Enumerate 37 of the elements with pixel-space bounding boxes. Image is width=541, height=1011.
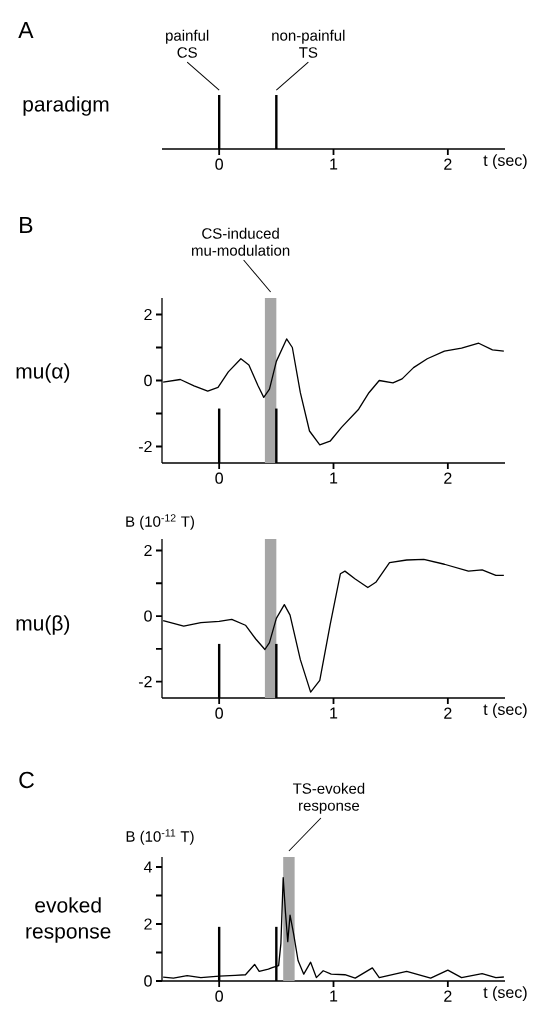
text: mu(α) bbox=[16, 363, 70, 383]
x-tick-label: 2 bbox=[444, 472, 452, 484]
y-tick-label: 2 bbox=[144, 918, 152, 930]
x-tick-label: 1 bbox=[330, 472, 338, 484]
band-label: TS-evoked response bbox=[292, 782, 365, 814]
band-label: CS-induced mu-modulation bbox=[192, 227, 290, 256]
x-axis-title: t (sec) bbox=[483, 986, 527, 1002]
x-tick-label: 2 bbox=[444, 707, 452, 719]
chart-title: C bbox=[19, 771, 34, 789]
text: mu(β) bbox=[16, 615, 70, 635]
annotation: painful CS bbox=[166, 29, 209, 58]
x-axis-title: t (sec) bbox=[483, 154, 527, 170]
chart-subtitle: paradigm bbox=[23, 96, 109, 116]
x-tick-label: 1 bbox=[330, 990, 338, 1002]
x-tick-label: 1 bbox=[330, 158, 338, 170]
chart-title: A bbox=[18, 22, 34, 38]
y-tick-label: 0 bbox=[144, 975, 152, 987]
chart-title: B bbox=[20, 217, 33, 233]
x-tick-label: 0 bbox=[215, 707, 223, 719]
y-tick-label: 2 bbox=[144, 544, 152, 557]
y-tick-label: -2 bbox=[138, 676, 152, 688]
y-tick-label: 0 bbox=[144, 610, 152, 622]
x-tick-label: 0 bbox=[215, 472, 223, 484]
x-tick-label: 1 bbox=[330, 707, 338, 719]
x-tick-label: 2 bbox=[444, 158, 452, 170]
y-axis-title: B (10$^{-11}$ T) bbox=[126, 829, 194, 845]
y-tick-label: 2 bbox=[144, 308, 152, 321]
y-tick-label: 4 bbox=[143, 861, 152, 873]
x-tick-label: 0 bbox=[215, 990, 223, 1002]
annotation: non-painful TS bbox=[272, 29, 345, 58]
text: evoked response bbox=[26, 897, 111, 943]
y-axis-title: B (10$^{-12}$ T) bbox=[126, 514, 194, 530]
x-tick-label: 0 bbox=[215, 158, 223, 170]
y-tick-label: -2 bbox=[138, 440, 152, 453]
y-tick-label: 0 bbox=[144, 374, 152, 387]
x-tick-label: 2 bbox=[444, 990, 452, 1002]
x-axis-title: t (sec) bbox=[483, 703, 527, 719]
